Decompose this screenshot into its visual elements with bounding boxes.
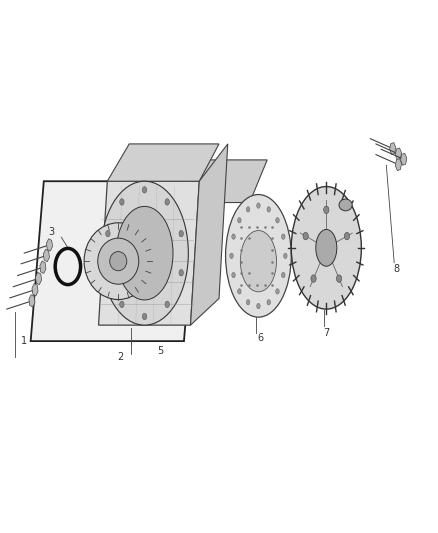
Polygon shape [401,154,407,165]
Ellipse shape [226,195,291,317]
Text: 1: 1 [21,336,27,346]
Polygon shape [396,159,402,171]
Ellipse shape [84,223,152,300]
Ellipse shape [98,238,139,284]
Ellipse shape [257,203,260,208]
Polygon shape [32,284,38,296]
Polygon shape [29,295,35,307]
Polygon shape [40,261,46,273]
Polygon shape [46,239,53,251]
Polygon shape [390,143,396,155]
Text: 2: 2 [117,352,124,362]
Ellipse shape [101,181,188,325]
Ellipse shape [232,272,235,278]
Text: 6: 6 [258,333,264,343]
Ellipse shape [116,206,173,300]
Ellipse shape [165,301,170,308]
Ellipse shape [276,289,279,294]
Polygon shape [35,272,42,285]
Polygon shape [180,160,267,203]
Text: 4: 4 [113,206,119,216]
Ellipse shape [142,187,147,193]
Ellipse shape [142,313,147,320]
Ellipse shape [120,301,124,308]
Ellipse shape [230,253,233,259]
Ellipse shape [106,230,110,237]
Ellipse shape [291,187,361,309]
Ellipse shape [267,300,271,305]
Ellipse shape [257,303,260,309]
Ellipse shape [282,272,285,278]
Ellipse shape [110,252,127,271]
Ellipse shape [303,232,308,240]
Polygon shape [107,144,219,181]
Ellipse shape [283,253,287,259]
Ellipse shape [276,217,279,223]
Text: 7: 7 [323,328,329,338]
Ellipse shape [339,199,352,211]
Text: 8: 8 [393,264,399,274]
Polygon shape [396,148,402,160]
Ellipse shape [336,275,342,282]
Polygon shape [191,144,228,325]
Ellipse shape [246,207,250,212]
Ellipse shape [238,217,241,223]
Ellipse shape [311,275,316,282]
Ellipse shape [246,300,250,305]
Ellipse shape [120,199,124,205]
Ellipse shape [165,199,170,205]
Ellipse shape [344,232,350,240]
Ellipse shape [179,230,184,237]
Text: 5: 5 [157,346,163,357]
Polygon shape [31,181,197,341]
Polygon shape [99,181,199,325]
Ellipse shape [232,234,235,239]
Ellipse shape [282,234,285,239]
Polygon shape [43,249,49,262]
Ellipse shape [179,270,184,276]
Text: 3: 3 [49,227,55,237]
Ellipse shape [238,289,241,294]
Ellipse shape [324,206,329,214]
Ellipse shape [316,229,337,266]
Ellipse shape [106,270,110,276]
Ellipse shape [240,231,276,292]
Ellipse shape [267,207,271,212]
